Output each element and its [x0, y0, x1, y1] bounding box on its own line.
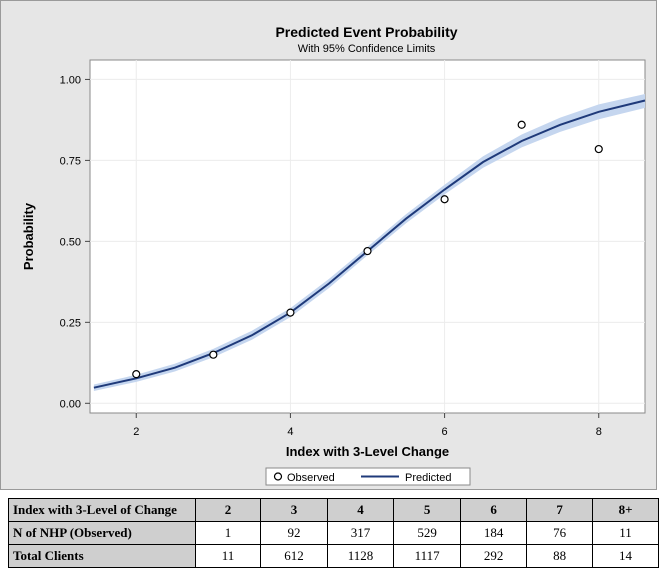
x-tick-label: 2 [133, 426, 139, 438]
table-cell: 92 [260, 521, 328, 545]
legend-observed-label: Observed [287, 472, 335, 484]
table-cell: 88 [526, 544, 594, 568]
chart-title: Predicted Event Probability [275, 24, 457, 40]
table-row: N of NHP (Observed) 1 92 317 529 184 76 … [8, 521, 659, 545]
table-row: Total Clients 11 612 1128 1117 292 88 14 [8, 544, 659, 568]
table-header-row: Index with 3-Level of Change 2 3 4 5 6 7… [8, 498, 659, 522]
y-tick-label: 0.50 [60, 236, 81, 248]
table-row-label: N of NHP (Observed) [8, 521, 196, 545]
x-tick-label: 6 [442, 426, 448, 438]
table-cell: 1 [194, 521, 262, 545]
chart-subtitle: With 95% Confidence Limits [298, 43, 436, 55]
table-cell: 184 [459, 521, 528, 545]
table-cell: 529 [393, 521, 461, 545]
probability-chart: Predicted Event Probability With 95% Conf… [0, 0, 657, 490]
y-axis-label: Probability [21, 202, 36, 270]
observed-point [209, 350, 218, 359]
x-axis-label: Index with 3-Level Change [286, 444, 449, 459]
observed-point [517, 120, 526, 129]
table-header-cell: 4 [326, 498, 395, 522]
table-header-cell: 3 [260, 498, 328, 522]
table-header-cell: 5 [393, 498, 461, 522]
table-header-cell: 6 [459, 498, 528, 522]
observed-point [132, 370, 141, 379]
observed-point [363, 246, 372, 256]
observed-point [594, 144, 603, 154]
y-tick-label: 0.25 [60, 317, 81, 329]
table-cell: 11 [194, 544, 262, 568]
table-cell: 11 [592, 521, 659, 545]
table-cell: 292 [459, 544, 528, 568]
table-cell: 317 [326, 521, 395, 545]
table-cell: 1117 [393, 544, 461, 568]
x-tick-label: 8 [596, 426, 602, 438]
table-header-cell: 2 [194, 498, 262, 522]
observed-point [440, 195, 449, 204]
legend-observed-marker [273, 472, 283, 481]
x-tick-label: 4 [287, 426, 293, 438]
table-header-cell: 7 [526, 498, 594, 522]
plot-area [89, 59, 646, 414]
table-cell: 1128 [326, 544, 395, 568]
legend-predicted-label: Predicted [405, 472, 451, 484]
table-row-label: Total Clients [8, 544, 196, 568]
observed-point [286, 308, 295, 317]
y-tick-label: 0.00 [60, 398, 81, 410]
data-table: Index with 3-Level of Change 2 3 4 5 6 7… [8, 498, 659, 568]
table-header-cell: Index with 3-Level of Change [8, 498, 196, 522]
y-tick-label: 0.75 [60, 155, 81, 167]
table-cell: 612 [260, 544, 328, 568]
table-cell: 76 [526, 521, 594, 545]
chart-frame: Predicted Event Probability With 95% Conf… [0, 0, 657, 490]
table-header-cell: 8+ [592, 498, 659, 522]
y-tick-label: 1.00 [60, 74, 81, 86]
table-cell: 14 [592, 544, 659, 568]
